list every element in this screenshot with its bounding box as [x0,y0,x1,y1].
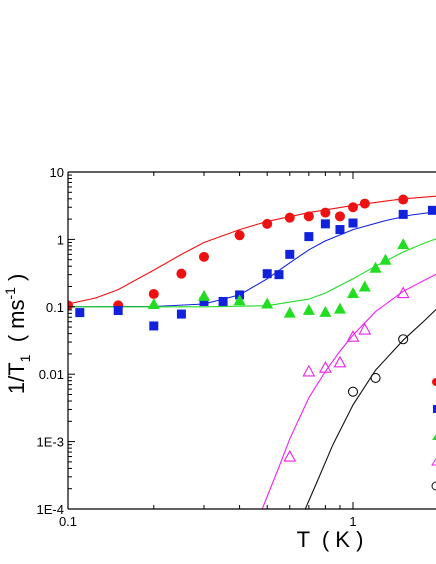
data-point-series-3 [369,261,382,273]
data-point-series-4 [302,364,316,377]
y-title-close: ) [4,274,29,287]
legend-marker-2 [433,405,436,413]
data-point-series-1 [303,211,314,222]
data-point-series-2 [218,296,228,306]
data-point-series-3 [197,289,210,301]
fit-curves [68,195,436,509]
data-point-series-2 [320,219,330,229]
data-point-series-3 [147,298,160,310]
data-point-series-2 [274,270,284,280]
data-point-series-3 [283,306,296,318]
data-point-series-2 [75,308,85,318]
data-point-series-2 [113,306,123,316]
data-markers [68,194,436,462]
y-tick-label: 10 [50,165,64,180]
data-point-series-1 [176,268,187,279]
data-point-series-4 [346,330,360,342]
data-point-series-5 [398,334,409,345]
data-point-series-1 [148,288,159,299]
data-point-series-2 [398,209,408,219]
data-point-series-4 [396,286,410,299]
data-point-series-1 [68,300,73,311]
data-point-series-1 [359,198,370,209]
data-point-series-2 [304,232,314,242]
x-tick-label: 1 [349,514,356,529]
fit-curve-4 [261,273,436,509]
data-point-series-1 [234,230,245,241]
data-point-series-3 [333,302,346,314]
data-point-series-2 [348,218,358,228]
data-point-series-1 [284,212,295,223]
data-point-series-2 [199,296,209,306]
data-point-series-2 [285,249,295,259]
data-point-series-5 [370,372,381,383]
data-point-series-4 [358,322,372,335]
data-point-series-2 [335,225,345,235]
data-point-series-3 [233,294,246,306]
legend-marker-1 [432,378,436,386]
data-point-series-3 [319,305,332,317]
y-tick-label: 1 [57,232,64,247]
data-point-series-3 [347,287,359,299]
x-axis-title: T ( K ) [297,527,364,552]
y-axis-title: 1/T1 ( ms-1 ) [2,243,33,437]
legend-marker-5 [431,481,436,491]
axis-labels: T ( K ) 1/T1 ( ms-1 ) [2,243,364,552]
data-point-series-3 [358,280,371,292]
data-point-series-5 [347,386,359,397]
axes: 0.1 1 10 1 0.1 0.01 1E-3 1E-4 [37,165,436,529]
fit-curve-3 [68,238,436,308]
data-point-series-4 [283,449,297,462]
data-point-series-2 [176,309,186,319]
data-point-series-3 [302,303,315,315]
y-tick-label: 0.1 [46,300,64,315]
fit-curve-2 [68,211,436,308]
x-tick-label: 0.1 [59,514,77,529]
y-tick-label: 0.01 [39,367,64,382]
y-tick-label: 1E-3 [37,435,64,450]
data-point-series-2 [262,269,272,279]
data-point-series-1 [334,211,345,222]
legend-marker-3 [432,434,436,440]
data-point-series-2 [149,321,159,331]
data-point-series-2 [427,205,436,215]
y-title-sup: -1 [2,287,18,300]
data-point-series-4 [333,355,347,368]
data-point-series-3 [397,238,410,250]
data-point-series-4 [318,361,332,373]
fit-curve-5 [304,308,436,509]
data-point-series-1 [262,218,273,229]
data-point-series-3 [261,297,274,309]
data-point-series-1 [320,207,331,218]
data-point-series-1 [348,202,358,213]
y-tick-label: 1E-4 [37,502,64,517]
data-point-series-3 [379,253,392,265]
y-title-main: 1/T [4,362,29,394]
data-point-series-1 [398,194,409,205]
data-point-series-1 [198,251,209,262]
y-title-unit: ( ms [4,300,29,355]
y-title-sub: 1 [17,354,33,362]
legend-marker-4 [431,458,436,466]
